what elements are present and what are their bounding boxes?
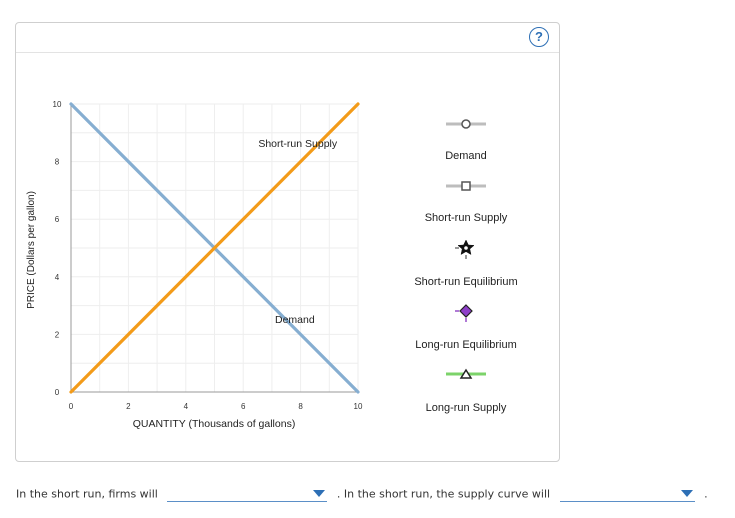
legend-label-long-run-equilibrium: Long-run Equilibrium <box>415 339 517 351</box>
x-tick-label: 10 <box>354 402 363 411</box>
question-sentence: In the short run, firms will . In the sh… <box>16 487 708 502</box>
question-text-3: . <box>704 487 708 501</box>
y-axis-label: PRICE (Dollars per gallon) <box>26 191 37 309</box>
supply-square-tool-icon[interactable] <box>446 181 486 191</box>
graph-panel: ? <box>15 22 560 462</box>
dropdown-arrow-icon[interactable] <box>680 490 693 497</box>
black-star-marker-icon[interactable] <box>455 239 475 259</box>
y-tick-label: 2 <box>55 330 60 339</box>
short-run-firms-dropdown[interactable] <box>167 487 328 502</box>
chart-axes: 0 2 4 6 8 10 0 2 4 6 8 10 <box>53 100 363 411</box>
x-tick-label: 0 <box>69 402 74 411</box>
curve-label: Demand <box>275 314 315 326</box>
panel-header: ? <box>16 23 559 53</box>
chart-annotations: Short-run Supply Demand <box>258 138 338 326</box>
question-text-2: . In the short run, the supply curve wil… <box>336 487 551 501</box>
purple-diamond-marker-icon[interactable] <box>455 304 473 322</box>
y-tick-label: 8 <box>55 158 60 167</box>
legend-label-short-run-supply: Short-run Supply <box>424 212 508 224</box>
y-tick-label: 0 <box>55 388 60 397</box>
question-text-1: In the short run, firms will <box>16 487 158 501</box>
demand-circle-tool-icon[interactable] <box>446 119 486 129</box>
y-tick-label: 4 <box>55 273 60 282</box>
curve-label: Short-run Supply <box>258 138 338 150</box>
help-button[interactable]: ? <box>529 27 549 47</box>
x-tick-label: 2 <box>126 402 131 411</box>
y-tick-label: 10 <box>53 100 62 109</box>
y-tick-label: 6 <box>55 215 60 224</box>
short-run-supply-curve-dropdown[interactable] <box>559 487 695 502</box>
x-axis-label: QUANTITY (Thousands of gallons) <box>133 418 296 430</box>
legend-tools[interactable] <box>446 119 486 379</box>
dropdown-arrow-icon[interactable] <box>313 490 326 497</box>
legend-label-long-run-supply: Long-run Supply <box>425 402 507 414</box>
green-triangle-line-tool-icon[interactable] <box>446 368 486 379</box>
short-run-supply-curve[interactable] <box>69 102 360 394</box>
chart-series[interactable] <box>69 102 360 394</box>
x-tick-label: 8 <box>298 402 303 411</box>
legend-label-short-run-equilibrium: Short-run Equilibrium <box>414 276 518 288</box>
x-tick-label: 4 <box>184 402 189 411</box>
legend-label-demand: Demand <box>445 150 487 162</box>
x-tick-label: 6 <box>241 402 246 411</box>
